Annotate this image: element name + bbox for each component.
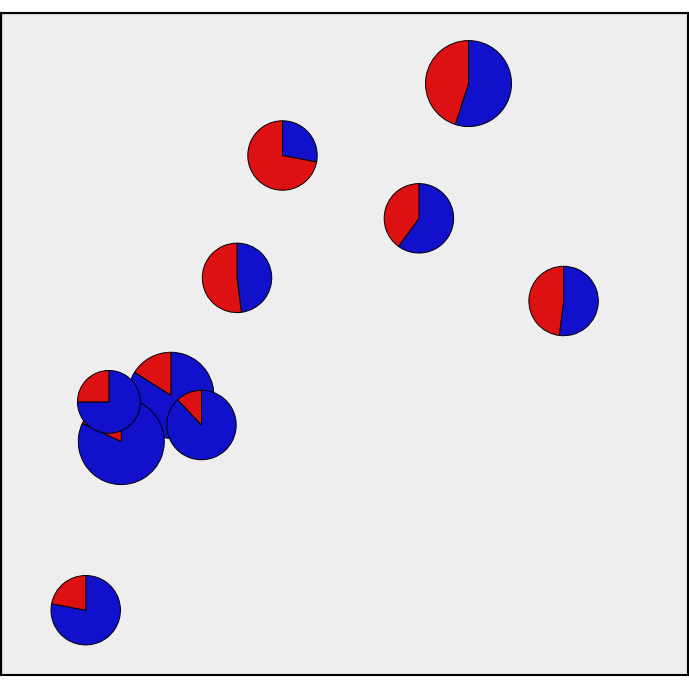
Wedge shape <box>203 243 241 312</box>
Wedge shape <box>167 390 236 460</box>
Wedge shape <box>77 370 141 433</box>
Wedge shape <box>455 41 511 127</box>
Wedge shape <box>237 243 271 312</box>
Wedge shape <box>83 398 121 442</box>
Wedge shape <box>178 390 201 425</box>
Wedge shape <box>559 266 598 336</box>
Wedge shape <box>79 398 164 484</box>
Wedge shape <box>529 266 564 336</box>
Wedge shape <box>282 121 317 162</box>
Wedge shape <box>398 184 453 253</box>
Wedge shape <box>384 184 419 246</box>
Wedge shape <box>77 370 109 402</box>
Wedge shape <box>134 352 171 396</box>
Wedge shape <box>128 352 214 438</box>
Wedge shape <box>248 121 317 190</box>
Wedge shape <box>51 575 121 645</box>
Wedge shape <box>52 575 85 610</box>
Wedge shape <box>426 41 469 125</box>
